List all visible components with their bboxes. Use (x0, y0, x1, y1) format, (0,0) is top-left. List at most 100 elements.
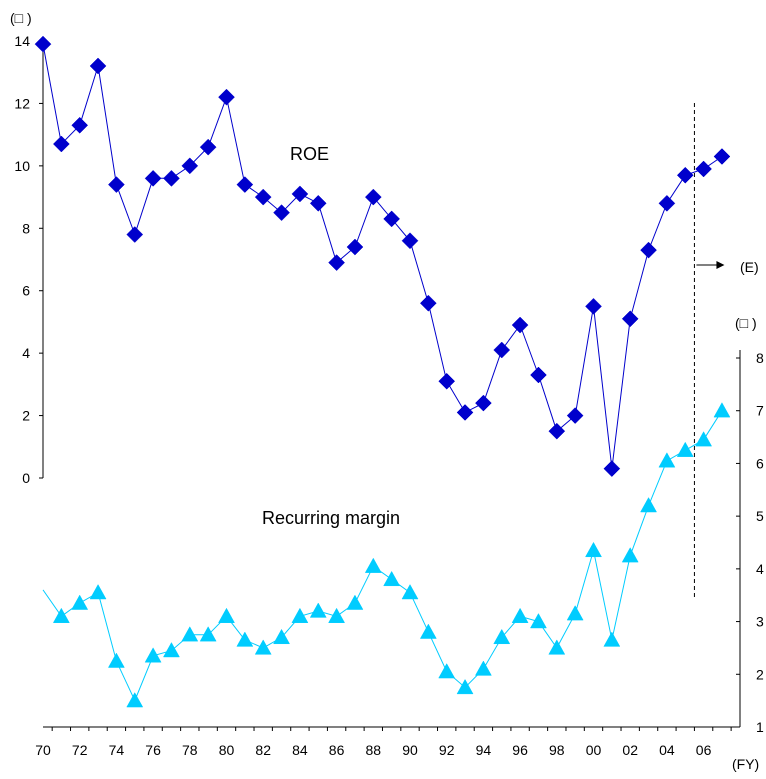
roe-point-1977 (163, 169, 180, 187)
roe-point-1976 (144, 169, 162, 187)
x-tick-label-74: 74 (109, 742, 125, 758)
right-tick-label-6: 6 (756, 455, 764, 471)
left-tick-label-4: 4 (22, 345, 30, 361)
x-tick-label-90: 90 (402, 742, 418, 758)
series-markers (34, 35, 731, 708)
x-axis-unit: (FY) (732, 756, 759, 772)
roe-point-1979 (199, 138, 217, 156)
right-tick-label-4: 4 (756, 561, 764, 577)
roe-point-2006 (695, 160, 712, 178)
roe-point-1992 (438, 372, 456, 390)
x-tick-label-86: 86 (329, 742, 345, 758)
roe-point-1982 (254, 188, 272, 206)
recurring-margin-point-1978 (181, 626, 199, 642)
roe-point-1997 (530, 366, 547, 384)
recurring-margin-point-1982 (254, 639, 272, 655)
roe-point-1983 (273, 204, 290, 222)
roe-point-1999 (566, 407, 584, 424)
left-tick-label-8: 8 (22, 220, 30, 236)
series-lines (42, 44, 723, 702)
roe-point-1973 (89, 57, 107, 75)
roe-point-1990 (401, 232, 419, 250)
roe-point-2002 (621, 310, 639, 328)
recurring-margin-point-1977 (163, 642, 180, 658)
x-tick-label-82: 82 (255, 742, 271, 758)
recurring-margin-point-2003 (640, 497, 657, 513)
recurring-margin-point-1999 (566, 605, 584, 621)
recurring-margin-point-1981 (236, 631, 254, 647)
roe-point-2007 (713, 148, 731, 165)
roe-point-1991 (419, 294, 437, 312)
x-tick-label-78: 78 (182, 742, 198, 758)
recurring-margin-point-1989 (383, 570, 401, 587)
x-tick-label-92: 92 (439, 742, 455, 758)
x-tick-label-06: 06 (696, 742, 712, 758)
right-tick-label-2: 2 (756, 666, 764, 682)
right-tick-label-7: 7 (756, 403, 764, 419)
recurring-margin-point-1974 (107, 652, 125, 668)
roe-point-1995 (493, 341, 511, 359)
roe-point-1993 (456, 404, 474, 421)
recurring-margin-point-1997 (530, 613, 547, 629)
roe-point-1974 (108, 176, 125, 193)
recurring-margin-point-2002 (621, 547, 639, 563)
left-tick-label-10: 10 (14, 158, 30, 174)
left-tick-label-14: 14 (14, 33, 30, 49)
roe-point-1996 (511, 316, 529, 334)
series-line-recurring-margin (42, 410, 723, 702)
roe-point-1998 (548, 422, 566, 440)
recurring-margin-point-1983 (273, 628, 290, 645)
roe-point-2000 (585, 297, 602, 315)
recurring-margin-point-1973 (89, 584, 107, 600)
left-tick-label-0: 0 (22, 470, 30, 486)
roe-point-1980 (218, 88, 235, 106)
recurring-margin-point-1990 (401, 584, 419, 600)
left-tick-label-6: 6 (22, 283, 30, 299)
recurring-margin-point-1998 (548, 639, 566, 655)
right-tick-label-1: 1 (756, 719, 764, 735)
roe-point-1989 (383, 210, 401, 228)
x-tick-label-70: 70 (35, 742, 51, 758)
recurring-margin-point-1972 (71, 594, 89, 610)
recurring-margin-point-2005 (676, 441, 694, 457)
x-tick-label-02: 02 (622, 742, 638, 758)
right-tick-label-5: 5 (756, 508, 764, 524)
x-tick-label-98: 98 (549, 742, 565, 758)
x-tick-label-96: 96 (512, 742, 528, 758)
recurring-margin-point-1975 (126, 692, 144, 708)
roe-point-1988 (364, 188, 382, 206)
recurring-margin-point-1995 (493, 628, 511, 645)
recurring-margin-point-2007 (713, 402, 731, 418)
x-tick-label-80: 80 (219, 742, 235, 758)
forecast-arrow-head (716, 261, 725, 269)
roe-point-1970 (34, 35, 52, 53)
axes (39, 40, 741, 731)
recurring-margin-point-1992 (438, 663, 456, 679)
recurring-margin-point-1993 (456, 678, 474, 695)
recurring-margin-point-2004 (658, 452, 676, 468)
roe-point-2004 (658, 194, 676, 212)
roe-point-1972 (71, 116, 89, 134)
recurring-margin-point-1994 (474, 660, 492, 676)
x-tick-label-76: 76 (145, 742, 161, 758)
right-tick-label-8: 8 (756, 350, 764, 366)
x-tick-label-72: 72 (72, 742, 88, 758)
left-tick-label-12: 12 (14, 95, 30, 111)
recurring-margin-point-1991 (419, 623, 437, 639)
recurring-margin-point-2001 (603, 631, 621, 647)
roe-point-2001 (603, 460, 621, 477)
x-tick-label-84: 84 (292, 742, 308, 758)
series-label-roe: ROE (290, 144, 329, 164)
recurring-margin-point-1984 (291, 607, 309, 623)
recurring-margin-point-2000 (585, 541, 602, 558)
roe-point-2005 (676, 166, 694, 184)
roe-point-1981 (236, 176, 254, 193)
left-axis-unit: (□ ) (10, 10, 32, 26)
x-tick-label-00: 00 (586, 742, 602, 758)
roe-point-2003 (640, 241, 657, 259)
recurring-margin-point-1986 (328, 607, 346, 623)
recurring-margin-point-1976 (144, 647, 162, 663)
roe-point-1975 (126, 226, 144, 243)
